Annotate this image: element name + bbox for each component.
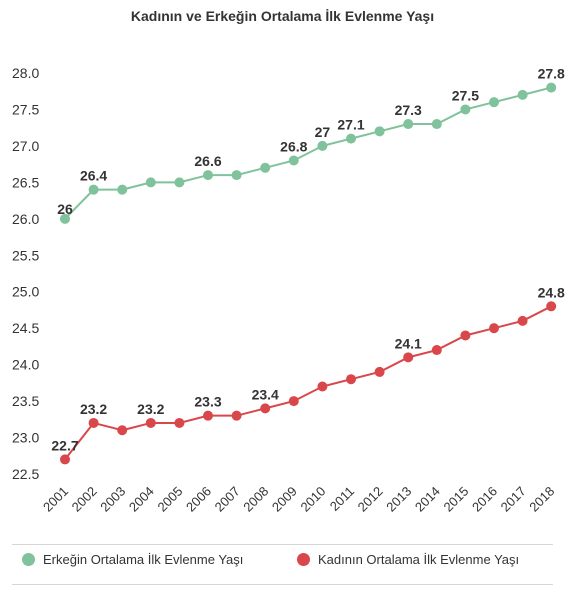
data-point — [460, 104, 471, 115]
data-point — [88, 184, 99, 195]
data-point — [489, 97, 499, 108]
y-tick-label: 27.5 — [12, 101, 39, 117]
data-point — [88, 417, 99, 428]
x-tick-label: 2011 — [327, 484, 357, 514]
x-tick-label: 2009 — [269, 484, 300, 515]
data-label: 26 — [57, 201, 73, 217]
series-line-women — [64, 305, 552, 461]
data-point — [403, 352, 414, 363]
data-point — [288, 155, 299, 166]
data-label: 26.4 — [80, 168, 107, 184]
data-point — [346, 133, 356, 144]
x-tick-label: 2002 — [69, 484, 100, 515]
legend-item-men[interactable]: Erkeğin Ortalama İlk Evlenme Yaşı — [22, 552, 243, 567]
data-point — [403, 119, 414, 130]
data-point — [174, 177, 185, 188]
x-tick-label: 2003 — [97, 484, 128, 515]
y-tick-label: 24.0 — [12, 357, 39, 373]
data-point — [117, 425, 128, 436]
data-label: 27.5 — [452, 87, 479, 103]
x-tick-label: 2005 — [154, 484, 185, 515]
data-point — [288, 396, 299, 407]
y-tick-label: 25.0 — [12, 284, 39, 300]
data-point — [431, 345, 442, 356]
x-tick-label: 2015 — [440, 484, 471, 515]
legend-marker-women — [297, 553, 310, 566]
data-point — [260, 162, 271, 173]
legend-top-rule — [12, 544, 553, 545]
y-tick-label: 28.0 — [12, 65, 39, 81]
y-tick-label: 24.5 — [12, 320, 39, 336]
series-line-men — [64, 86, 552, 220]
data-label: 27 — [315, 124, 331, 140]
data-label: 24.8 — [538, 284, 565, 300]
data-point — [60, 213, 70, 224]
y-tick-label: 22.5 — [12, 466, 39, 482]
data-label: 26.6 — [194, 153, 221, 169]
legend-label-women: Kadının Ortalama İlk Evlenme Yaşı — [318, 552, 520, 567]
chart-title: Kadının ve Erkeğin Ortalama İlk Evlenme … — [130, 8, 435, 24]
data-point — [546, 301, 557, 312]
data-label: 23.3 — [194, 394, 221, 410]
data-point — [374, 126, 385, 137]
data-point — [489, 323, 499, 334]
x-tick-label: 2013 — [383, 484, 414, 515]
x-tick-label: 2006 — [183, 484, 214, 515]
data-label: 24.1 — [395, 335, 422, 351]
legend-bottom-rule — [12, 584, 553, 585]
x-tick-label: 2018 — [526, 484, 557, 515]
data-point — [145, 417, 156, 428]
x-tick-label: 2014 — [412, 484, 443, 515]
data-point — [117, 184, 128, 195]
data-point — [374, 366, 385, 377]
data-point — [460, 330, 471, 341]
data-point — [517, 89, 528, 100]
y-tick-label: 23.5 — [12, 393, 39, 409]
data-point — [231, 170, 242, 181]
x-tick-label: 2012 — [355, 484, 386, 515]
y-tick-label: 26.5 — [12, 174, 39, 190]
y-tick-label: 26.0 — [12, 211, 39, 227]
data-point — [203, 410, 213, 421]
x-tick-label: 2016 — [469, 484, 500, 515]
data-point — [60, 454, 70, 465]
legend: Erkeğin Ortalama İlk Evlenme Yaşı Kadını… — [0, 552, 565, 576]
data-point — [260, 403, 271, 414]
data-point — [431, 119, 442, 130]
x-tick-label: 2017 — [498, 484, 529, 515]
data-label: 23.4 — [252, 386, 279, 402]
data-label: 26.8 — [280, 138, 307, 154]
x-tick-label: 2007 — [212, 484, 243, 515]
data-point — [203, 170, 213, 181]
x-tick-label: 2008 — [240, 484, 271, 515]
x-tick-label: 2004 — [126, 484, 157, 515]
y-tick-label: 23.0 — [12, 430, 39, 446]
data-point — [517, 315, 528, 326]
data-point — [231, 410, 242, 421]
data-label: 27.3 — [395, 102, 422, 118]
data-label: 22.7 — [51, 437, 78, 453]
line-chart: 22.5 23.0 23.5 24.0 24.5 25.0 25.5 26.0 26.5 27.0… — [12, 65, 565, 515]
data-point — [317, 140, 328, 151]
data-point — [317, 381, 328, 392]
legend-marker-men — [22, 553, 35, 566]
legend-label-men: Erkeğin Ortalama İlk Evlenme Yaşı — [43, 552, 244, 567]
legend-item-women[interactable]: Kadının Ortalama İlk Evlenme Yaşı — [297, 552, 519, 567]
data-label: 27.1 — [337, 117, 364, 133]
y-tick-label: 25.5 — [12, 247, 39, 263]
y-tick-label: 27.0 — [12, 138, 39, 154]
data-label: 23.2 — [80, 401, 107, 417]
x-tick-label: 2001 — [40, 484, 71, 515]
data-label: 27.8 — [538, 66, 565, 82]
data-point — [174, 417, 185, 428]
data-point — [346, 374, 356, 385]
data-point — [145, 177, 156, 188]
data-point — [546, 82, 557, 93]
x-tick-label: 2010 — [297, 484, 328, 515]
data-label: 23.2 — [137, 401, 164, 417]
